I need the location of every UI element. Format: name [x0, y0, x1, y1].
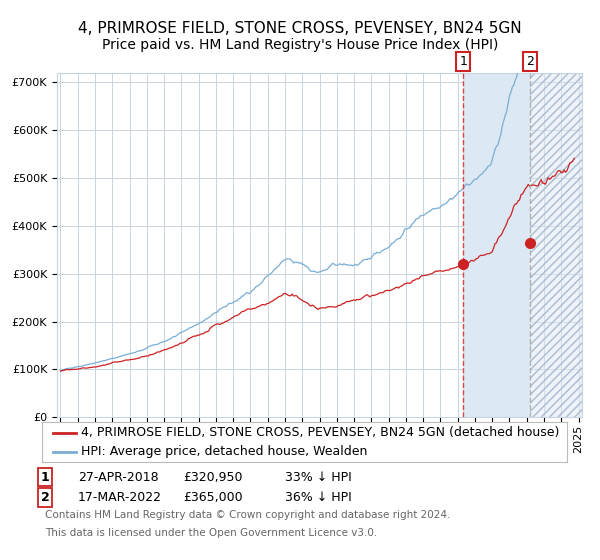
Text: Contains HM Land Registry data © Crown copyright and database right 2024.: Contains HM Land Registry data © Crown c…	[45, 510, 451, 520]
Text: 2: 2	[526, 55, 535, 68]
Bar	[530, 73, 596, 417]
Text: 4, PRIMROSE FIELD, STONE CROSS, PEVENSEY, BN24 5GN: 4, PRIMROSE FIELD, STONE CROSS, PEVENSEY…	[78, 21, 522, 36]
Text: 1: 1	[41, 470, 49, 484]
Text: This data is licensed under the Open Government Licence v3.0.: This data is licensed under the Open Gov…	[45, 528, 377, 538]
Text: HPI: Average price, detached house, Wealden: HPI: Average price, detached house, Weal…	[82, 445, 368, 459]
Text: 2: 2	[41, 491, 49, 504]
Text: £365,000: £365,000	[183, 491, 242, 504]
Text: 17-MAR-2022: 17-MAR-2022	[78, 491, 162, 504]
Text: 27-APR-2018: 27-APR-2018	[78, 470, 158, 484]
Text: 4, PRIMROSE FIELD, STONE CROSS, PEVENSEY, BN24 5GN (detached house): 4, PRIMROSE FIELD, STONE CROSS, PEVENSEY…	[82, 426, 560, 439]
Text: £320,950: £320,950	[183, 470, 242, 484]
Text: 33% ↓ HPI: 33% ↓ HPI	[285, 470, 352, 484]
Bar	[463, 73, 530, 417]
Text: 36% ↓ HPI: 36% ↓ HPI	[285, 491, 352, 504]
Bar	[530, 73, 596, 417]
Text: 1: 1	[459, 55, 467, 68]
Text: Price paid vs. HM Land Registry's House Price Index (HPI): Price paid vs. HM Land Registry's House …	[102, 38, 498, 52]
